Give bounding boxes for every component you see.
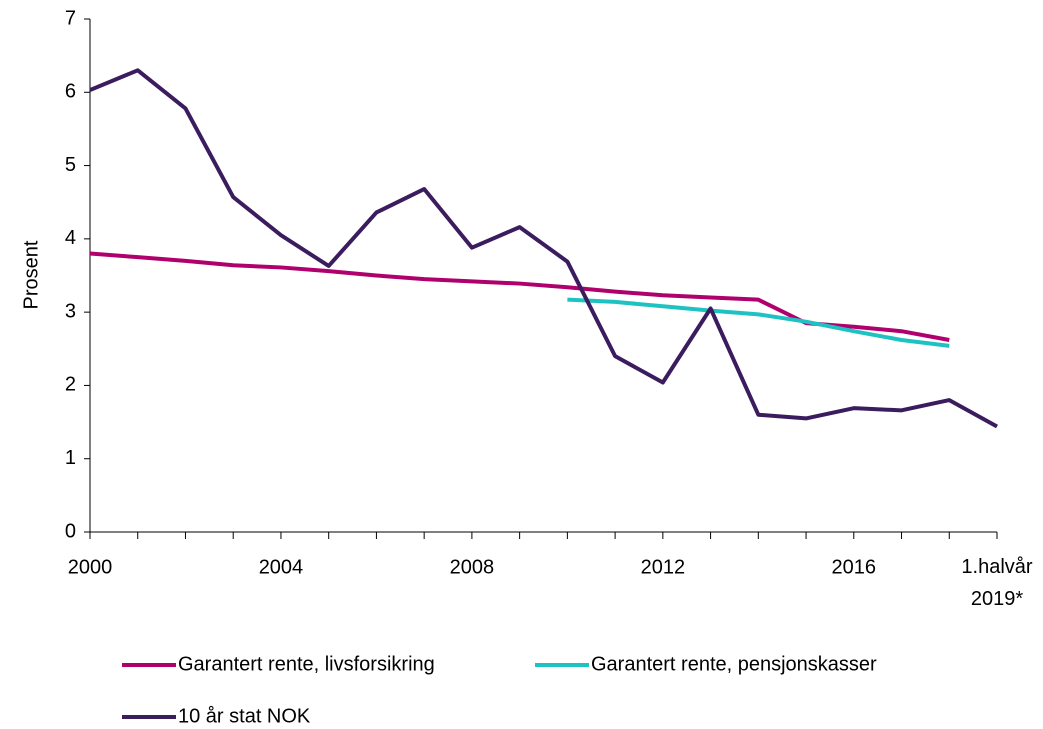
legend-label: Garantert rente, pensjonskasser bbox=[591, 653, 877, 675]
y-tick-label: 0 bbox=[65, 520, 76, 542]
y-tick-label: 3 bbox=[65, 300, 76, 322]
line bbox=[89, 251, 950, 342]
legend-label: Garantert rente, livsforsikring bbox=[178, 653, 435, 675]
y-tick-label: 1 bbox=[65, 447, 76, 469]
line bbox=[567, 297, 950, 348]
x-tick-label: 1.halvår 2019* bbox=[961, 556, 1032, 610]
x-tick-label: 2016 bbox=[832, 556, 877, 578]
y-tick-label: 5 bbox=[65, 154, 76, 176]
y-tick-label: 2 bbox=[65, 374, 76, 396]
y-tick-label: 4 bbox=[65, 227, 76, 249]
line bbox=[89, 68, 998, 429]
legend-label: 10 år stat NOK bbox=[178, 705, 311, 727]
x-tick-label: 2012 bbox=[641, 556, 686, 578]
x-tick-label: 2008 bbox=[450, 556, 495, 578]
y-tick-label: 6 bbox=[65, 81, 76, 103]
x-tick-label: 2000 bbox=[68, 556, 113, 578]
y-tick-label: 7 bbox=[65, 7, 76, 29]
y-axis-label: Prosent bbox=[20, 240, 42, 309]
x-tick-label: 2004 bbox=[259, 556, 304, 578]
